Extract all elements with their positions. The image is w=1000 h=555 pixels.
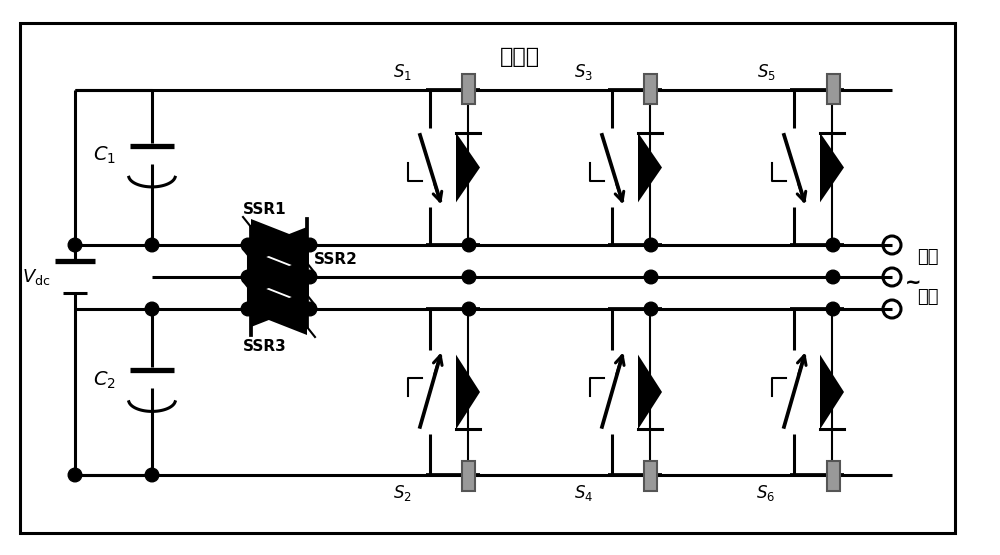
Circle shape: [462, 270, 476, 284]
Polygon shape: [251, 291, 307, 335]
Circle shape: [826, 270, 840, 284]
Circle shape: [303, 238, 317, 252]
Bar: [826, 74, 840, 104]
Circle shape: [826, 302, 840, 316]
Polygon shape: [638, 133, 662, 203]
Circle shape: [145, 468, 159, 482]
Bar: [462, 74, 475, 104]
Polygon shape: [251, 251, 307, 295]
Circle shape: [145, 302, 159, 316]
Polygon shape: [251, 283, 307, 327]
Text: 交流: 交流: [917, 248, 938, 266]
Circle shape: [68, 468, 82, 482]
Circle shape: [68, 238, 82, 252]
Text: 输出: 输出: [917, 288, 938, 306]
Text: SSR2: SSR2: [314, 252, 358, 267]
Circle shape: [241, 238, 255, 252]
Circle shape: [303, 270, 317, 284]
Text: 熔断丝: 熔断丝: [500, 47, 540, 67]
Circle shape: [462, 302, 476, 316]
Polygon shape: [820, 355, 844, 430]
Circle shape: [644, 270, 658, 284]
Text: $S_4$: $S_4$: [574, 483, 594, 503]
Circle shape: [826, 238, 840, 252]
Bar: [462, 461, 475, 491]
Text: $C_1$: $C_1$: [93, 145, 115, 166]
Bar: [644, 74, 657, 104]
Polygon shape: [251, 227, 307, 271]
Text: $V_{\rm dc}$: $V_{\rm dc}$: [22, 267, 50, 287]
Polygon shape: [638, 355, 662, 430]
Text: $S_6$: $S_6$: [756, 483, 776, 503]
Circle shape: [644, 302, 658, 316]
Polygon shape: [456, 355, 480, 430]
Circle shape: [303, 302, 317, 316]
Text: $C_2$: $C_2$: [93, 369, 115, 391]
Bar: [644, 461, 657, 491]
Circle shape: [462, 238, 476, 252]
Text: $S_2$: $S_2$: [393, 483, 411, 503]
Circle shape: [241, 270, 255, 284]
Polygon shape: [251, 259, 307, 303]
Polygon shape: [251, 219, 307, 263]
Text: SSR1: SSR1: [243, 202, 287, 217]
Text: ~: ~: [905, 273, 922, 291]
Text: $S_1$: $S_1$: [393, 62, 411, 82]
Circle shape: [241, 302, 255, 316]
Text: $S_5$: $S_5$: [757, 62, 775, 82]
Circle shape: [644, 238, 658, 252]
Text: $S_3$: $S_3$: [574, 62, 594, 82]
Bar: [826, 461, 840, 491]
Polygon shape: [820, 133, 844, 203]
Text: SSR3: SSR3: [243, 339, 287, 354]
Circle shape: [145, 238, 159, 252]
Polygon shape: [456, 133, 480, 203]
